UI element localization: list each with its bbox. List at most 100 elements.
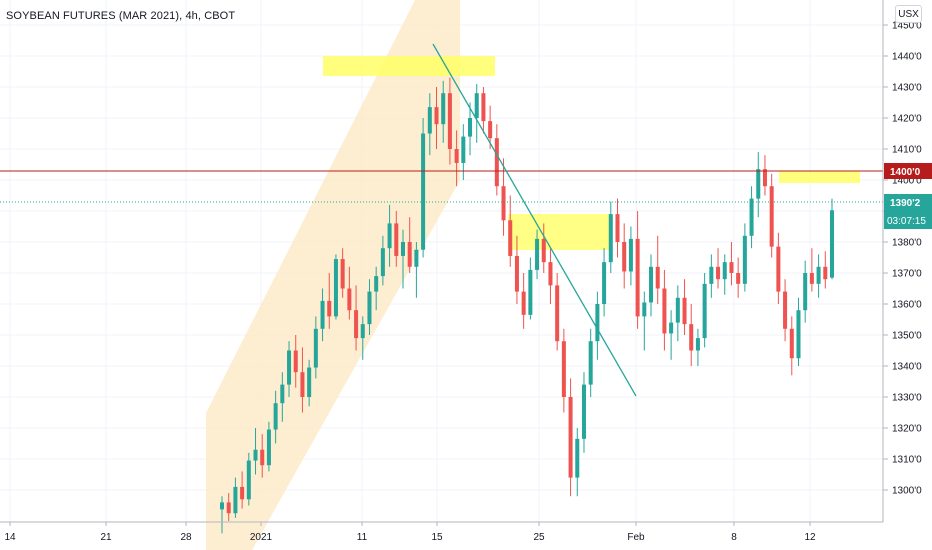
candle-body — [414, 249, 419, 267]
candle-body — [816, 266, 821, 284]
candle-body — [320, 300, 325, 329]
time-tick-label: Feb — [627, 532, 645, 543]
candle-body — [313, 328, 318, 368]
candle-body — [561, 341, 566, 397]
highlight-zone-top[interactable] — [323, 56, 495, 76]
candle-body — [280, 384, 285, 404]
candle-body — [709, 266, 714, 284]
chart-title: SOYBEAN FUTURES (MAR 2021), 4h, CBOT — [6, 10, 236, 22]
candle-body — [514, 255, 519, 292]
time-axis[interactable]: 14 21 28 2021 11 15 25 Feb 8 12 — [4, 522, 816, 543]
candle-body — [340, 259, 345, 289]
candle-body — [293, 350, 298, 373]
candle-body — [595, 304, 600, 342]
candle-body — [528, 269, 533, 315]
candle-body — [762, 169, 767, 187]
candle-body — [615, 214, 620, 242]
candle-body — [695, 338, 700, 351]
candle-body — [374, 276, 379, 292]
candle-body — [622, 242, 627, 272]
candle-body — [535, 238, 540, 270]
currency-button[interactable]: USX — [895, 5, 922, 23]
candle-body — [434, 107, 439, 125]
price-tick-label: 1350'0 — [892, 331, 922, 342]
time-tick-label: 15 — [431, 532, 443, 543]
candle-body — [729, 262, 734, 273]
candles — [219, 77, 835, 534]
price-tick-label: 1330'0 — [892, 393, 922, 404]
countdown-timer: 03:07:15 — [887, 216, 926, 227]
candle-body — [354, 310, 359, 339]
downtrend-line[interactable] — [432, 43, 637, 397]
candle-body — [421, 133, 426, 250]
candle-body — [501, 186, 506, 221]
candle-body — [474, 93, 479, 118]
price-tick-label: 1300'0 — [892, 486, 922, 497]
candle-body — [246, 460, 251, 500]
price-tick-label: 1400'0 — [892, 176, 922, 187]
time-tick-label: 8 — [731, 532, 737, 543]
price-tick-label: 1360'0 — [892, 300, 922, 311]
price-tick-label: 1370'0 — [892, 269, 922, 280]
candle-body — [789, 328, 794, 359]
resistance-badge-bg — [884, 163, 932, 179]
time-tick-label: 12 — [804, 532, 816, 543]
price-tick-label: 1310'0 — [892, 455, 922, 466]
candle-body — [441, 93, 446, 125]
highlight-zone-middle[interactable] — [508, 214, 610, 250]
price-tick-label: 1420'0 — [892, 114, 922, 125]
candle-body — [447, 93, 452, 149]
candle-body — [823, 266, 828, 280]
candle-body — [333, 259, 338, 317]
candle-body — [682, 297, 687, 325]
ascending-channel[interactable] — [206, 0, 460, 550]
candle-body — [327, 300, 332, 317]
price-tick-label: 1450'0 — [892, 21, 922, 32]
candle-body — [655, 266, 660, 289]
candle-body — [568, 397, 573, 478]
candle-body — [488, 121, 493, 139]
candle-body — [260, 449, 265, 466]
candle-body — [468, 118, 473, 137]
candle-body — [675, 297, 680, 323]
candle-body — [266, 429, 271, 466]
resistance-badge: 1400'0 — [890, 167, 921, 178]
candle-body — [347, 288, 352, 311]
highlight-zone-right[interactable] — [779, 171, 860, 183]
price-tick-label: 1340'0 — [892, 362, 922, 373]
candle-body — [702, 283, 707, 339]
candle-body — [749, 198, 754, 236]
candle-body — [454, 149, 459, 163]
candle-body — [253, 449, 258, 461]
price-tick-label: 1380'0 — [892, 238, 922, 249]
candle-body — [575, 438, 580, 478]
price-tick-label: 1410'0 — [892, 145, 922, 156]
candle-body — [287, 350, 292, 385]
candle-body — [722, 262, 727, 280]
candle-body — [307, 367, 312, 397]
time-tick-label: 28 — [180, 532, 192, 543]
candle-body — [628, 238, 633, 272]
candle-body — [769, 186, 774, 247]
price-badge-bg — [884, 194, 932, 229]
candle-body — [367, 291, 372, 325]
time-tick-label: 14 — [4, 532, 16, 543]
candle-body — [387, 223, 392, 249]
candle-body — [689, 324, 694, 351]
candle-body — [461, 136, 466, 163]
candle-body — [555, 285, 560, 342]
candle-body — [240, 486, 245, 500]
candle-body — [427, 107, 432, 134]
price-tick-label: 1320'0 — [892, 424, 922, 435]
candle-body — [226, 502, 231, 514]
price-axis[interactable]: 1300'0 1310'0 1320'0 1330'0 1340'0 1350'0 1360… — [883, 21, 922, 497]
candle-body — [400, 242, 405, 256]
candle-body — [635, 238, 640, 317]
candle-body — [608, 214, 613, 263]
candle-body — [776, 246, 781, 292]
candle-body — [521, 291, 526, 315]
candle-body — [300, 372, 305, 397]
candle-body — [783, 291, 788, 329]
candle-body — [394, 223, 399, 256]
